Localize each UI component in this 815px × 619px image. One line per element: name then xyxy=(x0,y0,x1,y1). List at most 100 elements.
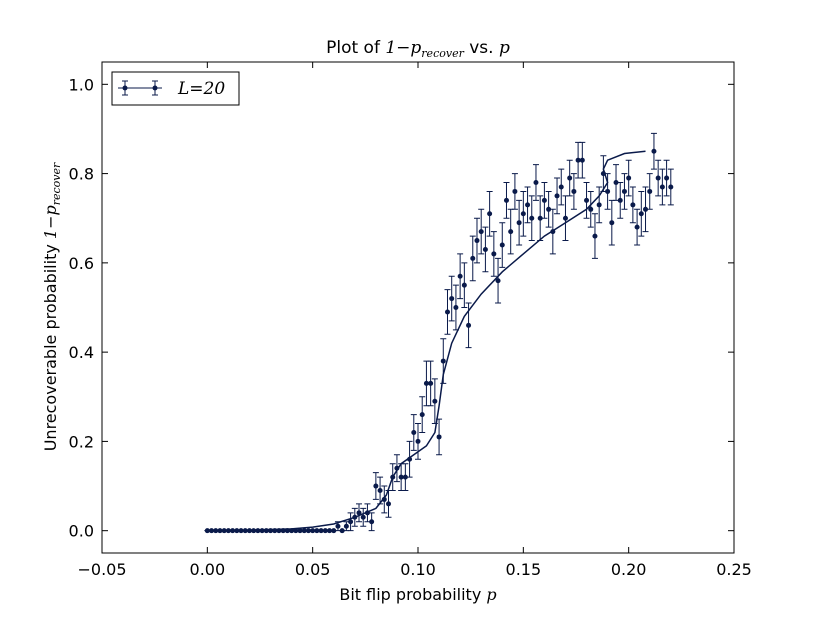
data-point xyxy=(369,519,375,525)
data-point xyxy=(655,175,661,181)
y-tick-label: 1.0 xyxy=(69,75,94,94)
data-point xyxy=(651,148,657,154)
x-tick-label: 0.10 xyxy=(400,560,436,579)
data-point xyxy=(626,175,632,181)
error-point xyxy=(351,507,358,527)
data-point xyxy=(562,215,568,221)
error-point xyxy=(528,195,535,242)
legend-marker xyxy=(152,85,158,91)
error-point xyxy=(334,521,341,532)
data-point xyxy=(327,528,333,534)
error-point xyxy=(634,208,641,246)
data-point xyxy=(440,358,446,364)
data-point xyxy=(605,188,611,194)
x-tick-label: 0.20 xyxy=(611,560,647,579)
data-point xyxy=(255,528,261,534)
data-point xyxy=(305,528,311,534)
error-point xyxy=(482,226,489,273)
data-point xyxy=(634,224,640,230)
data-point xyxy=(352,514,358,520)
error-point xyxy=(579,141,586,179)
error-point xyxy=(486,190,493,237)
x-label-text: Bit flip probability xyxy=(339,585,486,604)
data-point xyxy=(567,175,573,181)
data-point xyxy=(588,206,594,212)
error-point xyxy=(444,289,451,335)
y-label-subscript: recover xyxy=(50,162,63,205)
data-point xyxy=(373,483,379,489)
error-point xyxy=(600,155,607,192)
error-point xyxy=(566,159,573,197)
error-point xyxy=(604,173,611,210)
x-axis-label: Bit flip probability p xyxy=(339,585,496,604)
error-point xyxy=(549,208,556,255)
title-math: 1−p xyxy=(385,38,421,58)
data-point xyxy=(289,528,295,534)
data-point xyxy=(470,255,476,261)
error-point xyxy=(545,190,552,228)
data-point xyxy=(356,510,362,516)
data-point xyxy=(482,246,488,252)
error-point xyxy=(360,507,367,527)
y-tick-label: 0.4 xyxy=(69,343,94,362)
x-tick-label: 0.15 xyxy=(506,560,542,579)
data-point xyxy=(647,188,653,194)
data-point xyxy=(453,305,459,310)
data-point xyxy=(394,465,400,471)
data-point xyxy=(491,251,497,257)
error-point xyxy=(427,360,434,407)
plot-frame xyxy=(101,61,735,554)
error-point xyxy=(499,222,506,268)
data-point xyxy=(487,211,493,217)
data-point xyxy=(466,322,472,328)
y-tick-label: 0.8 xyxy=(69,165,94,184)
data-point xyxy=(335,523,341,529)
data-point xyxy=(331,528,337,534)
data-point xyxy=(444,309,450,315)
error-point xyxy=(511,173,518,210)
error-point xyxy=(478,208,485,255)
y-label-text: Unrecoverable probability xyxy=(41,239,60,451)
y-label-math: 1−p xyxy=(41,205,60,239)
data-point xyxy=(423,380,429,386)
error-point xyxy=(537,195,544,242)
data-point xyxy=(301,528,307,534)
data-point xyxy=(449,296,455,302)
data-point xyxy=(259,528,265,534)
error-point xyxy=(541,182,548,219)
data-point xyxy=(204,528,210,534)
data-point xyxy=(558,184,564,190)
data-point xyxy=(251,528,257,534)
error-point xyxy=(608,199,615,246)
error-point xyxy=(562,195,569,242)
data-point xyxy=(550,229,556,235)
data-point xyxy=(529,215,535,221)
data-point xyxy=(520,211,526,217)
data-point xyxy=(381,496,387,502)
data-point xyxy=(600,171,606,177)
legend-marker xyxy=(122,85,128,91)
error-point xyxy=(381,485,388,514)
error-point xyxy=(554,177,561,215)
error-point xyxy=(436,418,443,456)
error-point xyxy=(558,168,565,206)
data-point xyxy=(436,434,442,440)
error-point xyxy=(621,173,628,210)
error-point xyxy=(448,275,455,322)
data-point xyxy=(474,238,480,244)
error-point xyxy=(410,414,417,451)
data-point xyxy=(310,528,316,534)
data-point xyxy=(596,202,602,208)
title-subscript: recover xyxy=(421,47,464,60)
data-point xyxy=(525,202,531,208)
data-point xyxy=(668,184,674,190)
error-point xyxy=(347,512,354,532)
error-point xyxy=(431,378,438,425)
data-point xyxy=(234,528,240,534)
y-axis-label: Unrecoverable probability 1−precover xyxy=(41,162,63,451)
data-point xyxy=(461,282,467,288)
data-point xyxy=(503,197,509,203)
data-point xyxy=(402,474,408,480)
